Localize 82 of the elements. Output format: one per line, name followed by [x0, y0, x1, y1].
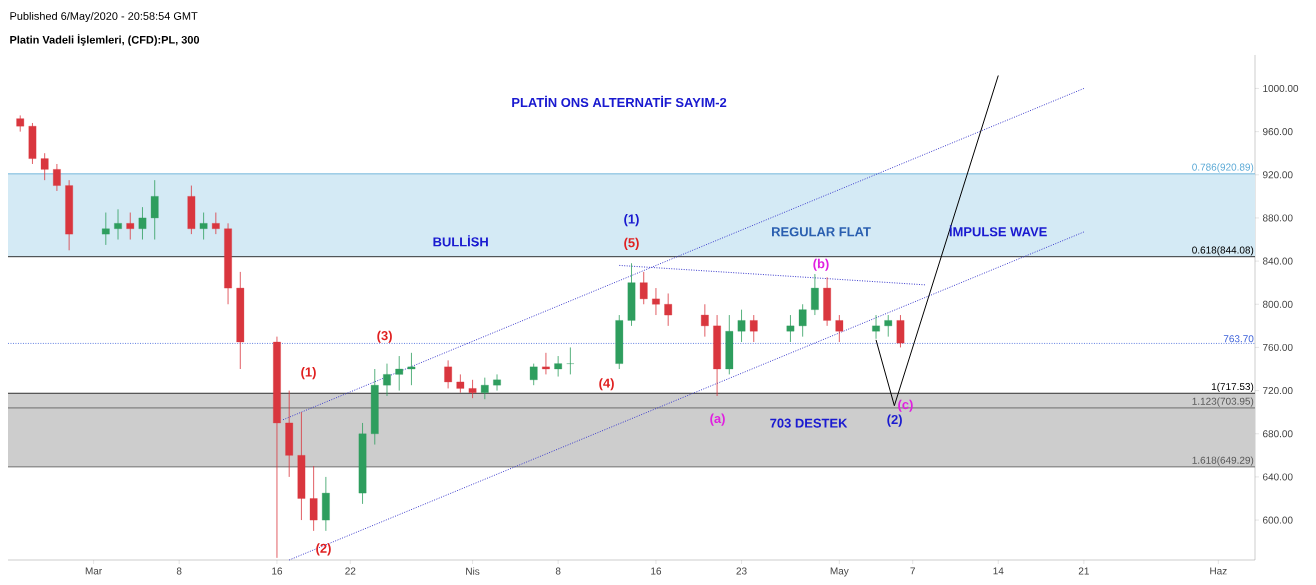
candlestick	[652, 287, 660, 316]
x-tick-label: Haz	[1210, 567, 1227, 575]
y-tick-label: 800.00	[1262, 300, 1293, 308]
candlestick	[811, 273, 819, 316]
x-tick-label: 16	[651, 567, 662, 575]
candlestick	[383, 363, 391, 397]
x-tick-label: 21	[1078, 567, 1089, 575]
candlestick	[40, 152, 49, 181]
annotation: (5)	[624, 237, 639, 250]
candlestick	[701, 303, 709, 338]
candlestick	[199, 212, 208, 240]
annotation: PLATİN ONS ALTERNATİF SAYIM-2	[512, 95, 727, 108]
candlestick	[309, 465, 318, 532]
candlestick	[566, 347, 575, 375]
candlestick	[468, 379, 477, 399]
x-tick-label: 16	[272, 567, 283, 575]
annotation: (b)	[813, 258, 829, 271]
candlestick	[542, 352, 550, 375]
candlestick	[114, 208, 122, 240]
x-tick-label: 8	[176, 567, 182, 575]
candlestick	[872, 314, 880, 340]
annotation: (3)	[377, 330, 392, 343]
candlestick	[835, 314, 844, 343]
annotation: (1)	[301, 367, 316, 380]
y-tick-label: 760.00	[1263, 343, 1293, 351]
candlestick	[639, 271, 648, 305]
candlestick	[101, 212, 110, 246]
chart-title: Platin Vadeli İşlemleri, (CFD):PL, 300	[10, 34, 200, 46]
ref-line-label: 763.70	[1223, 335, 1254, 343]
annotation: REGULAR FLAT	[772, 227, 871, 237]
candlestick	[480, 377, 489, 400]
candlestick	[138, 206, 147, 240]
candlestick	[126, 212, 135, 240]
ref-line-label: 0.618(844.08)	[1192, 246, 1254, 256]
annotation: (a)	[710, 413, 725, 426]
y-tick-label: 880.00	[1262, 214, 1293, 222]
candlestick	[395, 355, 404, 391]
y-tick-label: 840.00	[1262, 257, 1293, 265]
x-tick-label: 7	[910, 567, 915, 575]
candlestick	[798, 303, 807, 338]
x-tick-label: 8	[555, 567, 561, 575]
candlestick	[529, 363, 538, 386]
candlestick	[53, 163, 61, 192]
candlestick	[896, 314, 905, 348]
candlestick	[493, 374, 501, 391]
ref-line-label: 1.123(703.95)	[1192, 397, 1254, 407]
x-tick-label: May	[830, 567, 849, 577]
candlestick	[150, 179, 159, 240]
annotation: 703 DESTEK	[770, 418, 848, 428]
candlestick	[786, 314, 795, 343]
candlestick	[737, 309, 746, 343]
annotation: (c)	[898, 399, 913, 412]
candlestick	[456, 374, 465, 394]
y-tick-label: 680.00	[1263, 430, 1293, 438]
annotation: İMPULSE WAVE	[949, 225, 1047, 237]
chart-subtitle: Published 6/May/2020 - 20:58:54 GMT	[10, 11, 198, 23]
candlestick	[664, 293, 672, 327]
ref-line-label: 1(717.53)	[1211, 382, 1254, 393]
x-tick-label: 14	[993, 567, 1004, 575]
x-tick-label: 23	[736, 567, 747, 575]
y-tick-label: 720.00	[1263, 387, 1293, 395]
ref-line-label: 1.618(649.29)	[1192, 456, 1254, 466]
x-tick-label: 22	[345, 567, 356, 575]
x-tick-label: Nis	[466, 567, 480, 575]
candlestick	[749, 314, 758, 343]
ref-line-label: 0.786(920.89)	[1192, 163, 1254, 173]
candlestick	[554, 355, 562, 377]
candlestick	[444, 359, 452, 389]
annotation: (4)	[599, 378, 614, 391]
annotation: (1)	[624, 214, 639, 227]
y-tick-label: 960.00	[1262, 128, 1293, 136]
y-tick-label: 920.00	[1262, 171, 1293, 179]
y-tick-label: 1000.00	[1263, 84, 1299, 92]
annotation: BULLİSH	[433, 235, 488, 247]
y-tick-label: 600.00	[1263, 516, 1293, 524]
candlestick	[407, 352, 416, 386]
annotation: (2)	[887, 414, 902, 427]
annotation: (2)	[316, 543, 331, 556]
candlestick	[884, 314, 893, 338]
y-tick-label: 640.00	[1263, 473, 1293, 481]
candlestick	[212, 212, 220, 235]
x-tick-label: Mar	[85, 567, 102, 575]
